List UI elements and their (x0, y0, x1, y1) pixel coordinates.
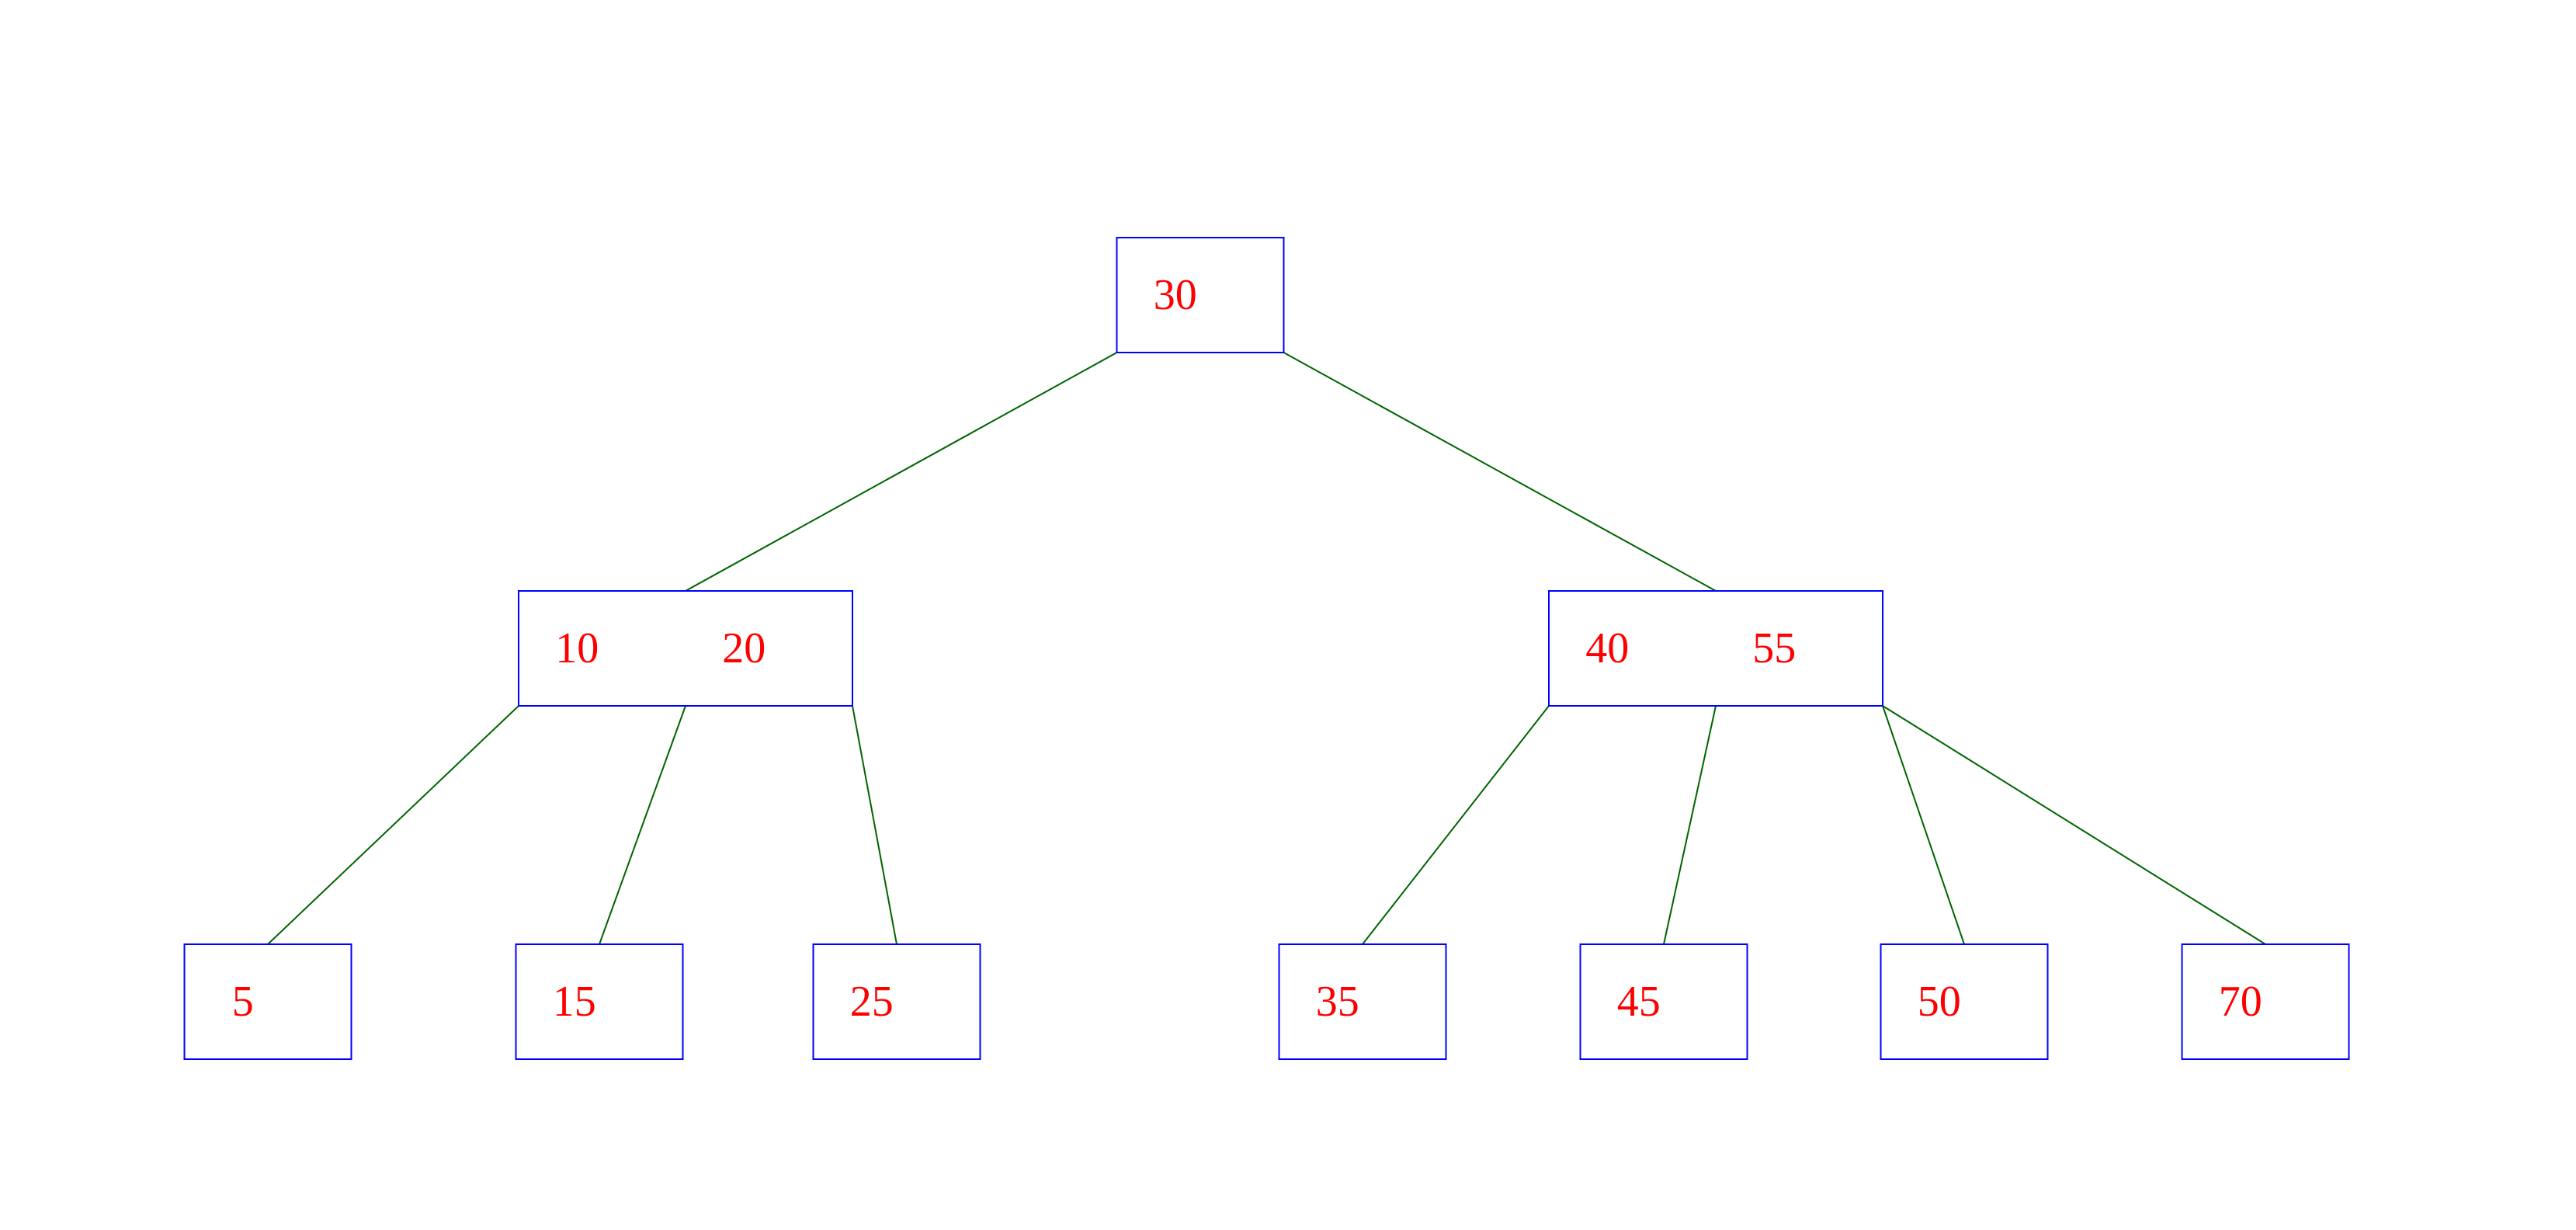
tree-node-key: 45 (1617, 978, 1661, 1026)
tree-edge (852, 706, 897, 944)
tree-node-key: 5 (232, 978, 254, 1026)
nodes-layer: 30102040555152535455070 (185, 238, 2349, 1059)
tree-node-key: 15 (553, 978, 596, 1026)
tree-node-box (1881, 944, 2048, 1059)
tree-node-box (2182, 944, 2349, 1059)
tree-node: 35 (1279, 944, 1446, 1059)
tree-edge (1883, 706, 2265, 944)
tree-edge (686, 353, 1117, 591)
tree-node-key: 30 (1154, 271, 1197, 319)
tree-node-box (1581, 944, 1748, 1059)
tree-node-box (516, 944, 683, 1059)
tree-node-key: 70 (2219, 978, 2262, 1026)
tree-node-box (814, 944, 981, 1059)
tree-node-key: 50 (1918, 978, 1961, 1026)
tree-node: 70 (2182, 944, 2349, 1059)
tree-node-box (1279, 944, 1446, 1059)
tree-node: 50 (1881, 944, 2048, 1059)
tree-node-box (1117, 238, 1284, 353)
tree-node: 25 (814, 944, 981, 1059)
tree-node: 30 (1117, 238, 1284, 353)
tree-node: 10 20 (519, 591, 852, 706)
tree-node-key: 25 (850, 978, 894, 1026)
b-tree-diagram: 30102040555152535455070 (0, 0, 2576, 1230)
tree-node-key: 40 (1585, 624, 1629, 672)
tree-edge (599, 706, 686, 944)
tree-node: 45 (1581, 944, 1748, 1059)
tree-edge (1664, 706, 1716, 944)
tree-node-key: 10 (555, 624, 599, 672)
tree-node: 40 55 (1549, 591, 1883, 706)
tree-edge (1284, 353, 1717, 591)
tree-node-key: 35 (1316, 978, 1359, 1026)
tree-edge (1363, 706, 1549, 944)
tree-edge (1883, 706, 1964, 944)
tree-node: 15 (516, 944, 683, 1059)
tree-node-key: 55 (1752, 624, 1796, 672)
tree-node-key: 20 (722, 624, 766, 672)
tree-node: 5 (185, 944, 352, 1059)
tree-node-box (185, 944, 352, 1059)
tree-edge (268, 706, 519, 944)
